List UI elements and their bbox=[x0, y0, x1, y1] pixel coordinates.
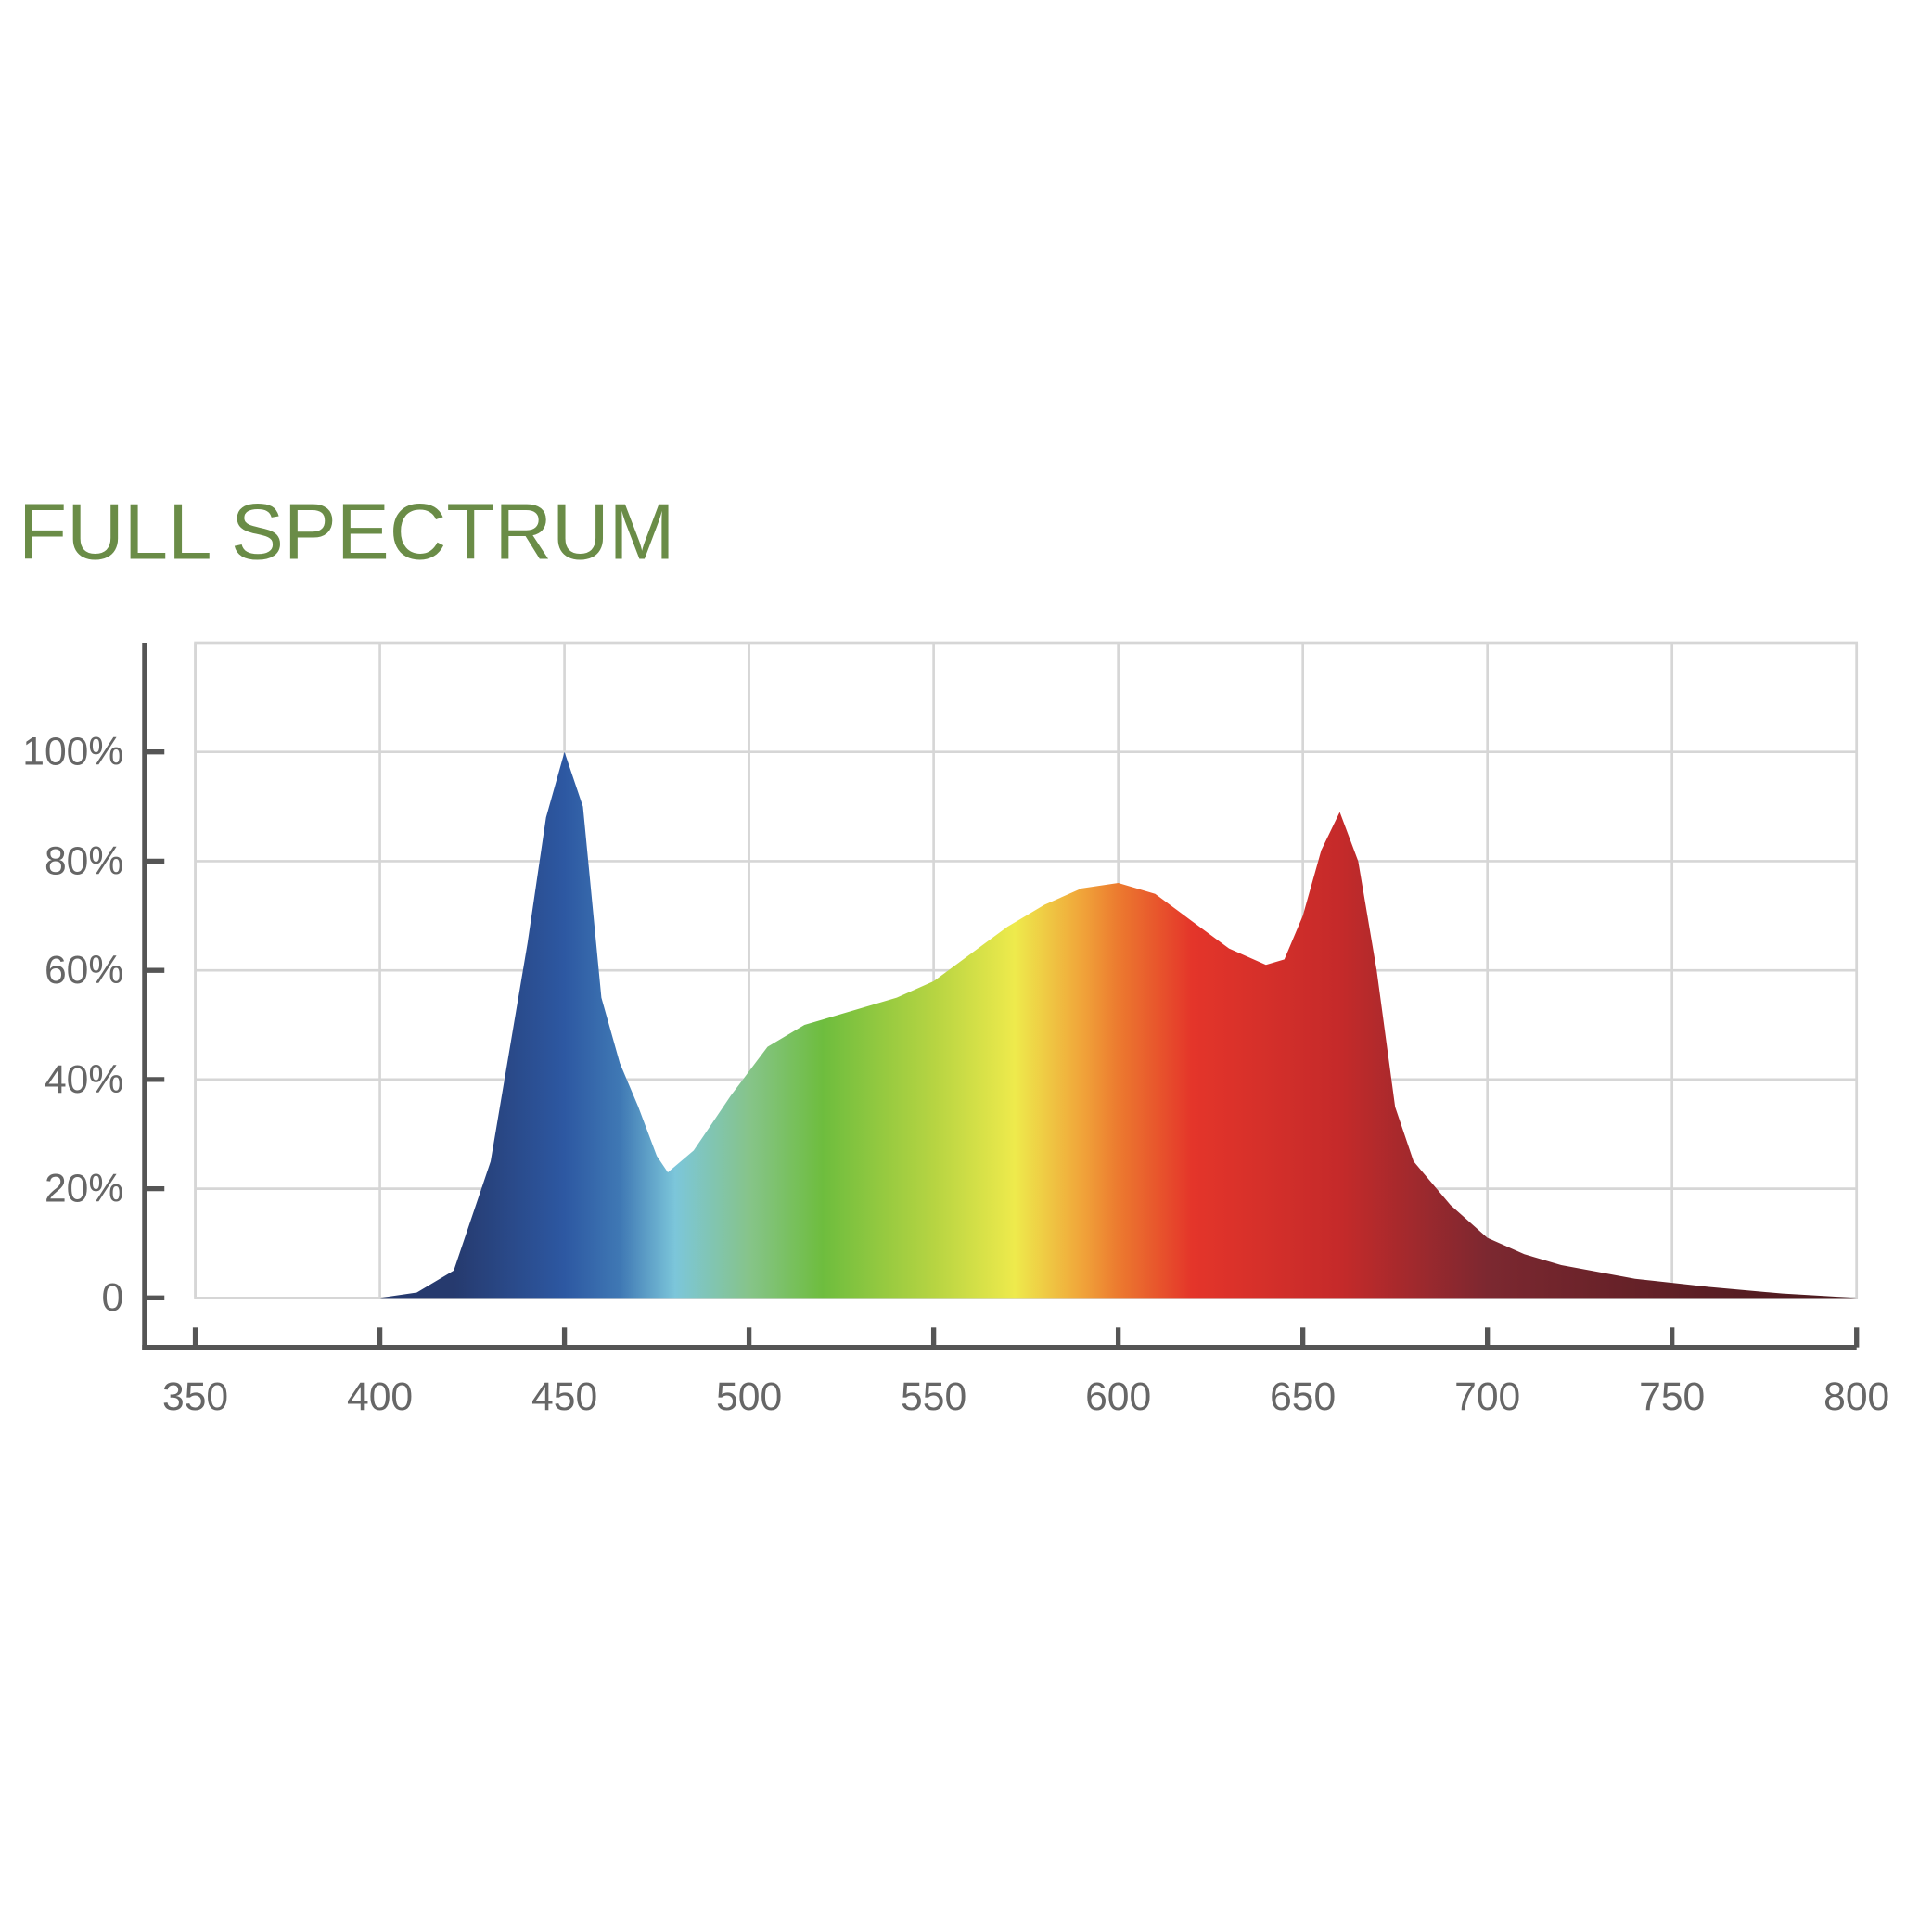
chart-title: FULL SPECTRUM bbox=[19, 488, 675, 576]
y-tick-label: 20% bbox=[45, 1167, 123, 1211]
x-tick-label: 800 bbox=[1823, 1375, 1889, 1419]
x-tick-label: 600 bbox=[1085, 1375, 1151, 1419]
y-tick-label: 40% bbox=[45, 1057, 123, 1102]
x-tick-label: 750 bbox=[1639, 1375, 1705, 1419]
spectrum-area bbox=[379, 751, 1857, 1299]
y-tick-label: 80% bbox=[45, 838, 123, 883]
y-tick-label: 0 bbox=[102, 1275, 124, 1320]
x-tick-label: 550 bbox=[901, 1375, 966, 1419]
x-tick-label: 650 bbox=[1270, 1375, 1336, 1419]
y-tick-label: 60% bbox=[45, 948, 123, 992]
x-tick-label: 700 bbox=[1454, 1375, 1520, 1419]
x-tick-label: 350 bbox=[162, 1375, 228, 1419]
x-tick-label: 500 bbox=[716, 1375, 782, 1419]
x-tick-label: 450 bbox=[531, 1375, 597, 1419]
y-tick-label: 100% bbox=[22, 730, 123, 774]
x-tick-label: 400 bbox=[347, 1375, 413, 1419]
